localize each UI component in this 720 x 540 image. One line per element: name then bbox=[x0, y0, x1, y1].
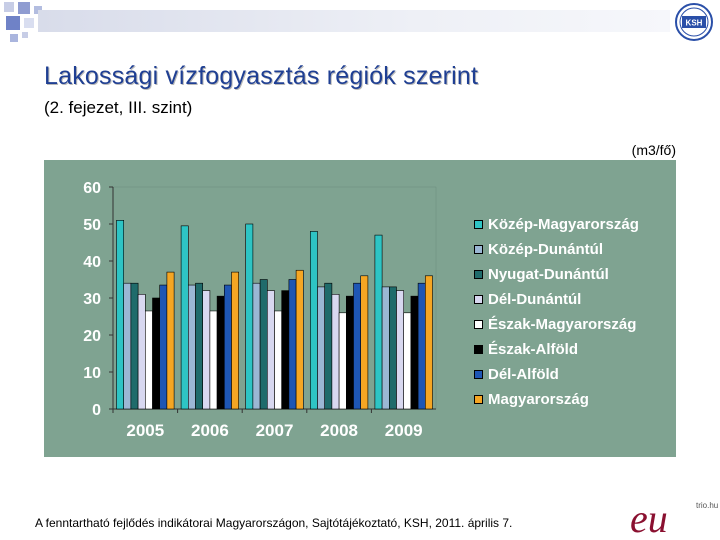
bar bbox=[403, 312, 412, 410]
legend-swatch bbox=[474, 245, 483, 254]
bar bbox=[245, 223, 254, 410]
bar bbox=[116, 219, 124, 410]
legend-label: Észak-Alföld bbox=[488, 341, 579, 358]
legend-item: Dél-Alföld bbox=[474, 362, 674, 387]
legend-swatch bbox=[474, 395, 483, 404]
bar bbox=[267, 290, 275, 410]
legend-label: Dél-Dunántúl bbox=[488, 291, 582, 308]
chart-legend: Közép-Magyarország Közép-Dunántúl Nyugat-D… bbox=[474, 212, 674, 412]
bar bbox=[152, 297, 160, 410]
bar bbox=[209, 310, 218, 410]
x-tick-label: 2007 bbox=[256, 421, 294, 440]
bar bbox=[324, 282, 333, 410]
bar bbox=[388, 286, 397, 410]
bar bbox=[202, 290, 211, 410]
bar bbox=[295, 269, 304, 410]
eu-logo-text: eu bbox=[630, 496, 668, 540]
legend-label: Észak-Magyarország bbox=[488, 316, 637, 333]
bar bbox=[331, 294, 340, 410]
bar-chart: 0 10 20 30 40 50 60 2005 2006 2007 2008 2009 bbox=[83, 180, 437, 440]
legend-swatch bbox=[474, 345, 483, 354]
x-tick-label: 2008 bbox=[320, 421, 358, 440]
legend-swatch bbox=[474, 220, 483, 229]
bar bbox=[252, 282, 261, 410]
y-tick-label: 20 bbox=[83, 328, 101, 345]
y-tick-label: 50 bbox=[83, 217, 101, 234]
y-tick-label: 30 bbox=[83, 291, 101, 308]
y-tick-label: 10 bbox=[83, 365, 101, 382]
legend-label: Dél-Alföld bbox=[488, 366, 559, 383]
legend-swatch bbox=[474, 270, 483, 279]
eu-trio-logo: eu trio.hu bbox=[630, 496, 718, 540]
legend-item: Közép-Dunántúl bbox=[474, 237, 674, 262]
bar bbox=[360, 275, 369, 410]
bar bbox=[259, 279, 268, 410]
page-title: Lakossági vízfogyasztás régiók szerint bbox=[44, 62, 479, 90]
bar bbox=[274, 310, 282, 410]
bar bbox=[123, 282, 132, 410]
ksh-logo-text: KSH bbox=[686, 19, 703, 28]
legend-swatch bbox=[474, 320, 483, 329]
legend-item: Észak-Alföld bbox=[474, 337, 674, 362]
bar bbox=[145, 310, 153, 410]
bar bbox=[410, 295, 419, 410]
legend-item: Dél-Dunántúl bbox=[474, 287, 674, 312]
legend-label: Közép-Dunántúl bbox=[488, 241, 603, 258]
bar bbox=[353, 282, 361, 410]
ksh-logo: KSH bbox=[675, 3, 713, 41]
bar bbox=[345, 295, 354, 410]
legend-item: Magyarország bbox=[474, 387, 674, 412]
bar bbox=[188, 284, 196, 410]
bar bbox=[338, 312, 347, 410]
legend-item: Nyugat-Dunántúl bbox=[474, 262, 674, 287]
bar bbox=[374, 234, 383, 410]
x-tick-label: 2009 bbox=[385, 421, 423, 440]
bar bbox=[424, 275, 433, 410]
bar bbox=[317, 286, 325, 410]
header-band bbox=[38, 10, 670, 32]
bar bbox=[224, 284, 232, 410]
x-tick-label: 2006 bbox=[191, 421, 229, 440]
legend-label: Nyugat-Dunántúl bbox=[488, 266, 609, 283]
source-note: A fenntartható fejlődés indikátorai Magy… bbox=[35, 516, 513, 530]
bar bbox=[281, 290, 290, 410]
y-tick-label: 60 bbox=[83, 180, 101, 197]
bar bbox=[381, 286, 390, 410]
y-tick-label: 0 bbox=[92, 402, 101, 419]
bar bbox=[159, 284, 168, 410]
bar bbox=[216, 295, 225, 410]
bar bbox=[231, 271, 239, 410]
legend-item: Közép-Magyarország bbox=[474, 212, 674, 237]
bar bbox=[137, 294, 146, 410]
chart-panel: 0 10 20 30 40 50 60 2005 2006 2007 2008 2009 bbox=[44, 160, 676, 457]
bar bbox=[288, 279, 297, 410]
bar bbox=[130, 282, 139, 410]
bar bbox=[417, 282, 426, 410]
legend-label: Magyarország bbox=[488, 391, 589, 408]
bar bbox=[396, 290, 404, 410]
legend-item: Észak-Magyarország bbox=[474, 312, 674, 337]
legend-label: Közép-Magyarország bbox=[488, 216, 639, 233]
legend-swatch bbox=[474, 370, 483, 379]
unit-label: (m3/fő) bbox=[631, 142, 676, 158]
bar bbox=[180, 225, 189, 410]
bar bbox=[166, 271, 175, 410]
y-tick-label: 40 bbox=[83, 254, 101, 271]
trio-logo-text: trio.hu bbox=[696, 501, 718, 510]
legend-swatch bbox=[474, 295, 483, 304]
bar bbox=[195, 282, 203, 410]
bar bbox=[309, 231, 318, 410]
x-tick-label: 2005 bbox=[126, 421, 164, 440]
page-subtitle: (2. fejezet, III. szint) bbox=[44, 98, 193, 117]
